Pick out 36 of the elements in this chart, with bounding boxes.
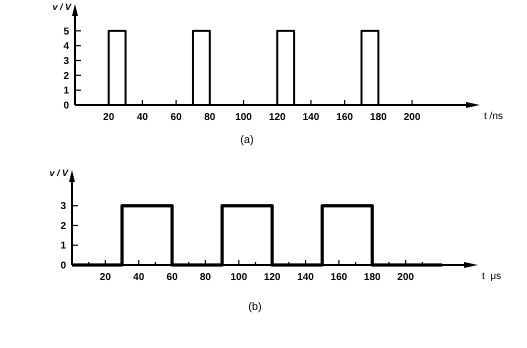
- y-tick-label: 5: [63, 26, 70, 38]
- y-tick-label: 1: [60, 240, 66, 252]
- y-tick-label: 3: [63, 56, 70, 67]
- y-tick-label: 0: [63, 100, 70, 112]
- x-tick-label: 20: [100, 272, 112, 283]
- x-tick-label: 40: [136, 112, 148, 123]
- x-axis-title: t μs: [482, 271, 502, 282]
- y-tick-label: 0: [60, 260, 66, 272]
- x-tick-label: 120: [264, 272, 281, 283]
- y-axis-title: v / V: [49, 168, 69, 178]
- x-axis-title: t /ns: [484, 111, 503, 122]
- x-tick-label: 100: [230, 272, 248, 283]
- x-tick-label: 200: [404, 112, 421, 123]
- x-tick-label: 60: [166, 272, 178, 283]
- x-tick-label: 180: [364, 272, 382, 283]
- x-tick-label: 140: [302, 112, 320, 123]
- x-tick-label: 180: [370, 112, 388, 123]
- x-tick-label: 200: [397, 272, 414, 283]
- x-tick-label: 80: [200, 272, 212, 283]
- y-tick-label: 2: [63, 70, 70, 82]
- y-tick-label: 2: [60, 220, 66, 232]
- x-tick-label: 40: [133, 272, 145, 283]
- x-tick-label: 120: [268, 112, 286, 123]
- x-tick-label: 160: [336, 112, 354, 123]
- y-tick-label: 3: [60, 201, 66, 212]
- x-tick-label: 20: [103, 112, 115, 123]
- text: (a): [240, 134, 254, 146]
- x-tick-label: 100: [235, 112, 252, 123]
- y-tick-label: 1: [63, 86, 70, 97]
- y-tick-label: 4: [63, 41, 70, 52]
- x-tick-label: 80: [204, 112, 216, 123]
- x-tick-label: 60: [170, 112, 182, 123]
- text: (b): [248, 301, 262, 313]
- y-axis-title: v / V: [52, 2, 72, 12]
- x-tick-label: 160: [330, 272, 348, 283]
- x-tick-label: 140: [297, 272, 314, 283]
